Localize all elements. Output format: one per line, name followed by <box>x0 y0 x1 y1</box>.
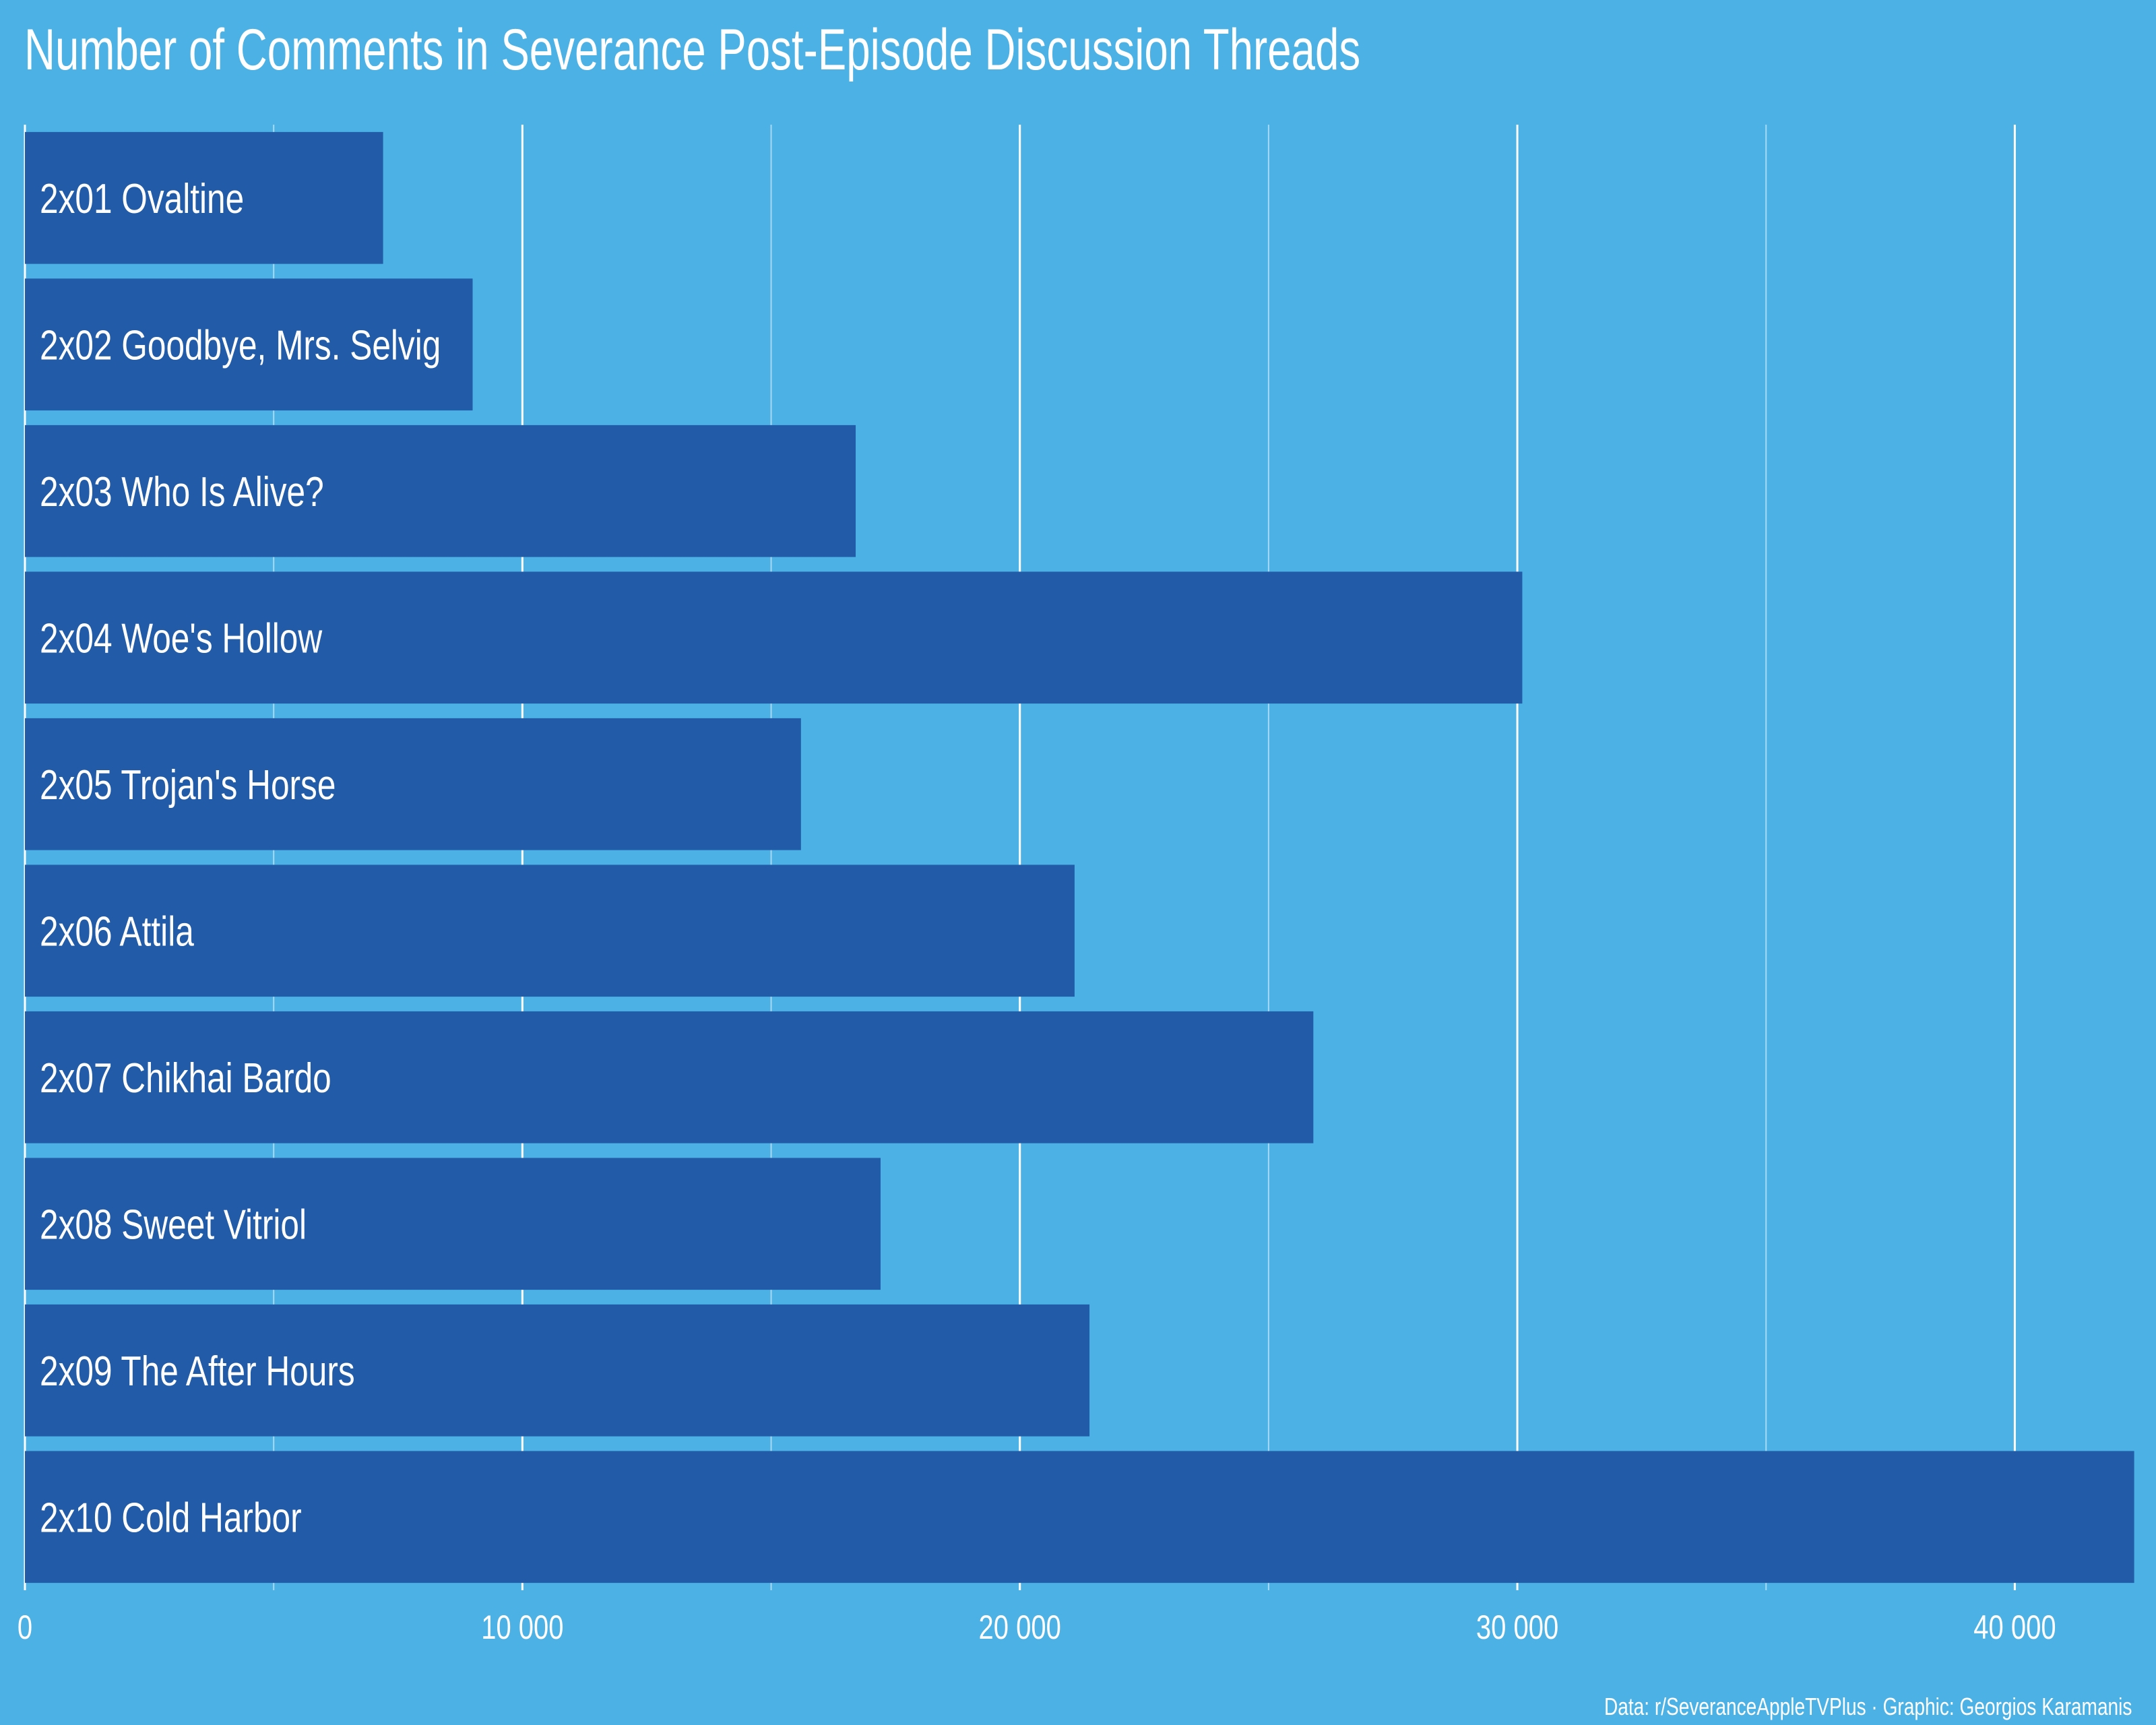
bars <box>25 131 2134 1583</box>
bar-6 <box>25 865 1075 997</box>
bar-1 <box>25 131 383 264</box>
bar-label: 2x10 Cold Harbor <box>40 1494 302 1541</box>
bar-label: 2x06 Attila <box>40 908 194 955</box>
x-tick-label: 30 000 <box>1476 1608 1558 1646</box>
source-caption: Data: r/SeveranceAppleTVPlus · Graphic: … <box>1604 1693 2132 1720</box>
bar-7 <box>25 1011 1314 1143</box>
chart-title: Number of Comments in Severance Post-Epi… <box>24 18 1361 82</box>
bar-label: 2x04 Woe's Hollow <box>40 615 323 662</box>
bar-label: 2x01 Ovaltine <box>40 175 244 222</box>
bar-9 <box>25 1304 1090 1437</box>
x-tick-label: 10 000 <box>481 1608 563 1646</box>
bar-label: 2x03 Who Is Alive? <box>40 468 324 515</box>
bar-label: 2x05 Trojan's Horse <box>40 761 336 808</box>
bar-label: 2x07 Chikhai Bardo <box>40 1054 331 1101</box>
bar-label: 2x02 Goodbye, Mrs. Selvig <box>40 321 441 369</box>
bar-label: 2x08 Sweet Vitriol <box>40 1201 307 1248</box>
bar-5 <box>25 718 801 850</box>
bar-8 <box>25 1158 881 1290</box>
x-tick-label: 20 000 <box>979 1608 1061 1646</box>
x-axis-tick-labels: 0 10 000 20 000 30 000 40 000 <box>18 1608 2056 1646</box>
x-tick-label: 40 000 <box>1973 1608 2056 1646</box>
bar-10 <box>25 1451 2134 1583</box>
bar-3 <box>25 425 856 557</box>
bar-2 <box>25 278 473 411</box>
x-tick-label: 0 <box>18 1608 32 1646</box>
bar-4 <box>25 571 1523 704</box>
bar-labels: 2x01 Ovaltine 2x02 Goodbye, Mrs. Selvig 2x… <box>40 175 441 1540</box>
bar-label: 2x09 The After Hours <box>40 1347 355 1394</box>
